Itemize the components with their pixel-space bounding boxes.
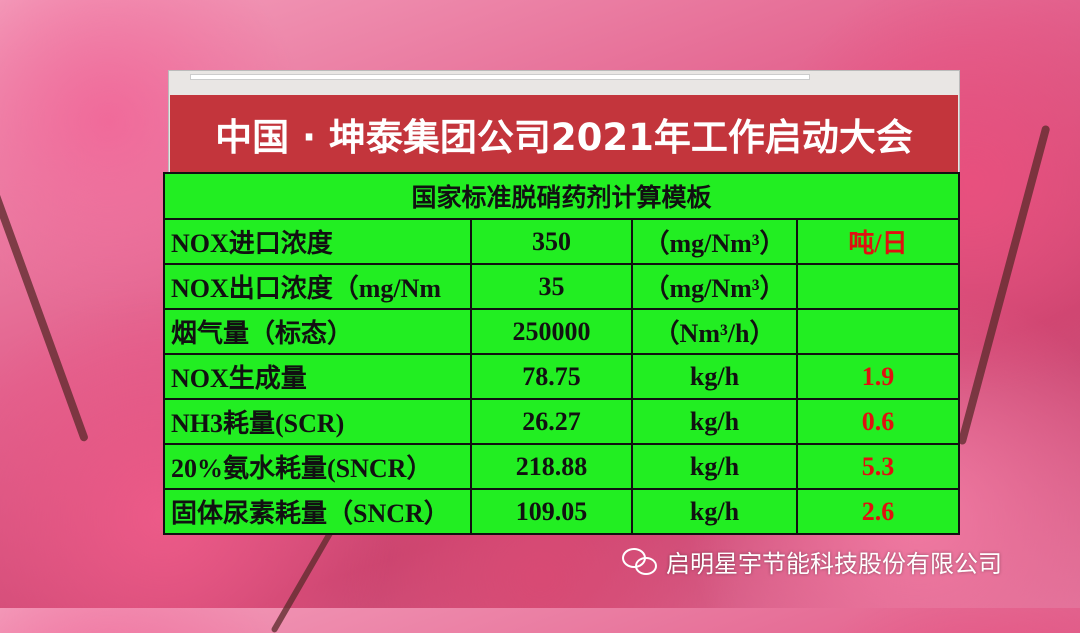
row-value: 35	[469, 263, 634, 310]
row-tons-per-day: 2.6	[795, 488, 961, 535]
row-tons-per-day	[795, 308, 961, 355]
branch	[957, 124, 1051, 446]
row-value: 350	[469, 218, 634, 265]
calc-table: 国家标准脱硝药剂计算模板 NOX进口浓度 350 （mg/Nm³） 吨/日 NOX出口浓…	[163, 172, 961, 535]
branch	[270, 526, 336, 633]
table-row: 固体尿素耗量（SNCR） 109.05 kg/h 2.6	[163, 488, 961, 535]
row-tons-per-day: 1.9	[795, 353, 961, 400]
row-value: 78.75	[469, 353, 634, 400]
table-row: NH3耗量(SCR) 26.27 kg/h 0.6	[163, 398, 961, 445]
table-row: NOX出口浓度（mg/Nm 35 （mg/Nm³）	[163, 263, 961, 310]
row-label: 20%氨水耗量(SNCR）	[163, 443, 472, 490]
row-label: 烟气量（标态）	[163, 308, 472, 355]
row-label: NOX生成量	[163, 353, 472, 400]
row-value: 218.88	[469, 443, 634, 490]
table-row: NOX进口浓度 350 （mg/Nm³） 吨/日	[163, 218, 961, 265]
row-label: NOX出口浓度（mg/Nm	[163, 263, 472, 310]
row-unit: kg/h	[631, 398, 798, 445]
table-row: 烟气量（标态） 250000 （Nm³/h）	[163, 308, 961, 355]
row-tons-per-day: 0.6	[795, 398, 961, 445]
row-label: NH3耗量(SCR)	[163, 398, 472, 445]
table-row: 20%氨水耗量(SNCR） 218.88 kg/h 5.3	[163, 443, 961, 490]
banner-title: 中国 · 坤泰集团公司2021年工作启动大会	[170, 95, 958, 172]
row-value: 26.27	[469, 398, 634, 445]
row-unit: kg/h	[631, 443, 798, 490]
row-unit: （Nm³/h）	[631, 308, 798, 355]
row-tons-per-day	[795, 263, 961, 310]
row-value: 250000	[469, 308, 634, 355]
row-unit: kg/h	[631, 488, 798, 535]
watermark: 启明星宇节能科技股份有限公司	[622, 544, 1002, 579]
row-label: 固体尿素耗量（SNCR）	[163, 488, 472, 535]
watermark-text: 启明星宇节能科技股份有限公司	[666, 550, 1002, 578]
row-unit: （mg/Nm³）	[631, 218, 798, 265]
row-unit: kg/h	[631, 353, 798, 400]
row-value: 109.05	[469, 488, 634, 535]
row-label: NOX进口浓度	[163, 218, 472, 265]
row-tons-per-day: 5.3	[795, 443, 961, 490]
banner-rail	[190, 74, 810, 80]
row-unit: （mg/Nm³）	[631, 263, 798, 310]
table-title: 国家标准脱硝药剂计算模板	[163, 172, 960, 220]
row-tons-per-day: 吨/日	[795, 218, 961, 265]
table-row: NOX生成量 78.75 kg/h 1.9	[163, 353, 961, 400]
branch	[0, 157, 90, 443]
wechat-icon	[622, 547, 658, 576]
